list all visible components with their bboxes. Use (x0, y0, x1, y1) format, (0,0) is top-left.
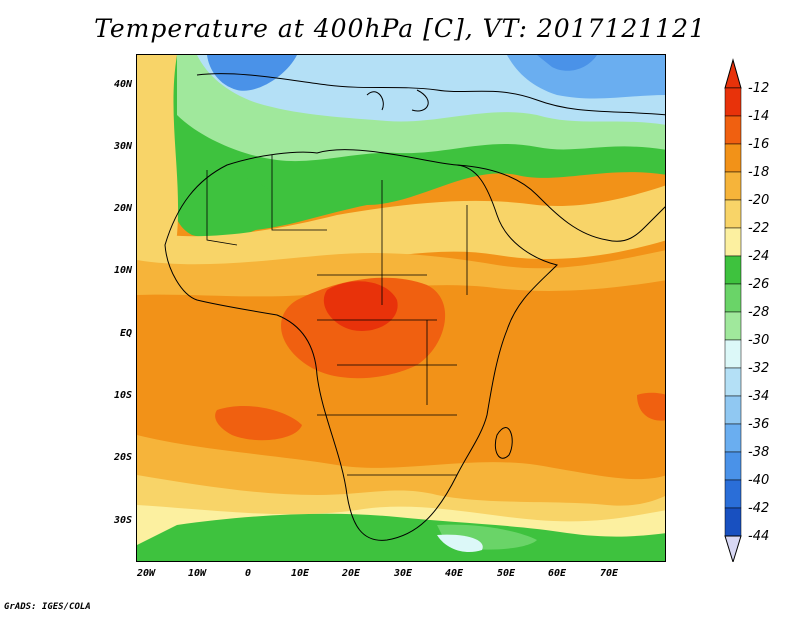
colorbar-label: -38 (748, 445, 770, 460)
colorbar-swatch (724, 227, 742, 257)
lat-label-20n: 20N (113, 203, 132, 214)
colorbar-label: -16 (748, 137, 770, 152)
lat-label-10s: 10S (113, 390, 132, 401)
band-14c (637, 392, 665, 421)
colorbar-label: -44 (748, 529, 770, 544)
country-borders (206, 155, 468, 476)
mediterranean-islands (366, 89, 429, 112)
colorbar-swatch (724, 143, 742, 173)
colorbar-bottom-arrow (724, 535, 742, 562)
colorbar-swatch (724, 199, 742, 229)
band-12 (323, 281, 398, 331)
colorbar-label: -22 (748, 221, 770, 236)
colorbar-label: -28 (748, 305, 770, 320)
colorbar-swatch (724, 395, 742, 425)
lon-label-50e: 50E (496, 568, 516, 579)
colorbar-label: -24 (748, 249, 770, 264)
band-14b (215, 405, 302, 441)
lat-label-30n: 30N (113, 141, 132, 152)
lat-label-30s: 30S (113, 515, 132, 526)
band-24b (172, 171, 277, 239)
colorbar-label: -18 (748, 165, 770, 180)
colorbar-label: -36 (748, 417, 770, 432)
madagascar-coastline (494, 427, 513, 459)
arabia-coastline (456, 164, 665, 242)
colorbar-label: -26 (748, 277, 770, 292)
lon-label-20w: 20W (136, 568, 156, 579)
lat-label-eq: EQ (119, 328, 132, 339)
temperature-field (137, 55, 665, 561)
africa-coastline (164, 149, 558, 541)
lon-label-60e: 60E (547, 568, 567, 579)
lon-label-30e: 30E (393, 568, 413, 579)
colorbar-swatch (724, 87, 742, 117)
colorbar-swatch (724, 367, 742, 397)
band-38b (537, 55, 597, 71)
colorbar-swatch (724, 423, 742, 453)
colorbar-swatch (724, 507, 742, 537)
colorbar-top-arrow (724, 58, 742, 89)
colorbar-label: -20 (748, 193, 770, 208)
colorbar-label: -14 (748, 109, 770, 124)
colorbar-label: -32 (748, 361, 770, 376)
lon-label-20e: 20E (341, 568, 361, 579)
colorbar-label: -42 (748, 501, 770, 516)
band-18 (137, 250, 665, 297)
band-38 (207, 55, 297, 91)
colorbar-label: -40 (748, 473, 770, 488)
lon-label-10w: 10W (187, 568, 207, 579)
colorbar-label: -12 (748, 81, 770, 96)
band-24s (137, 513, 665, 561)
colorbar-label: -30 (748, 333, 770, 348)
credit-text: GrADS: IGES/COLA (4, 602, 91, 612)
colorbar-swatch (724, 283, 742, 313)
lon-label-10e: 10E (290, 568, 310, 579)
lon-label-0: 0 (244, 568, 252, 579)
band-20-coast (137, 55, 179, 275)
colorbar-swatch (724, 115, 742, 145)
colorbar-label: -34 (748, 389, 770, 404)
temperature-map (136, 54, 666, 562)
colorbar-swatch (724, 479, 742, 509)
colorbar-swatch (724, 311, 742, 341)
europe-coastline (196, 73, 665, 116)
band-20 (137, 185, 665, 275)
lat-label-20s: 20S (113, 452, 132, 463)
lat-label-10n: 10N (113, 265, 132, 276)
lat-label-40n: 40N (113, 79, 132, 90)
lon-label-70e: 70E (599, 568, 619, 579)
colorbar-swatch (724, 255, 742, 285)
band-30s (437, 534, 483, 553)
band-36 (507, 55, 665, 99)
colorbar-swatch (724, 339, 742, 369)
colorbar-swatch (724, 171, 742, 201)
lon-label-40e: 40E (444, 568, 464, 579)
map-title: Temperature at 400hPa [C], VT: 201712112… (94, 14, 706, 43)
colorbar-swatch (724, 451, 742, 481)
colorbar (724, 58, 742, 562)
